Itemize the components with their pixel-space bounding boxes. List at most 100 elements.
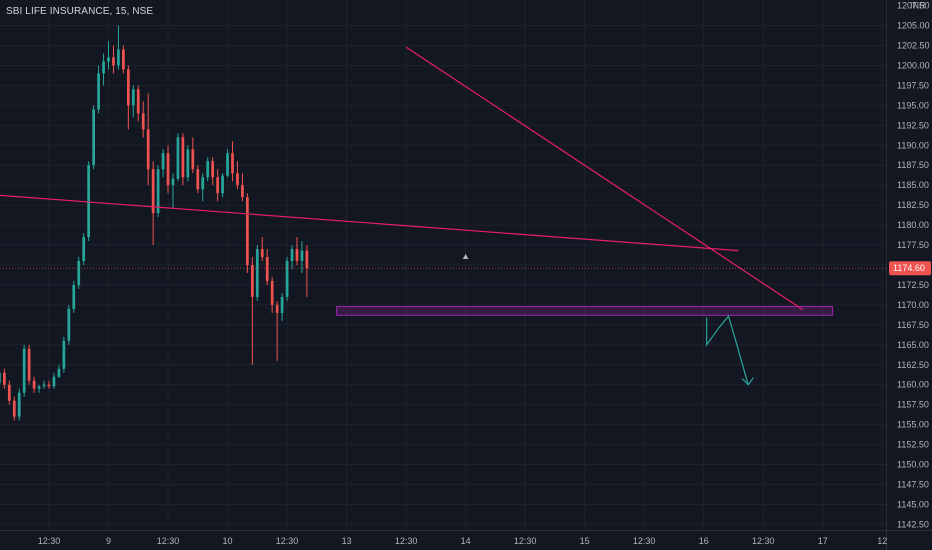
price-tick-label: 1150.00	[897, 460, 929, 470]
price-tick-label: 1192.50	[897, 120, 929, 130]
last-price-label: 1174.60	[893, 263, 925, 273]
time-tick-label: 12:30	[514, 536, 537, 546]
price-tick-label: 1182.50	[897, 200, 929, 210]
candle-body	[7, 384, 11, 401]
candle-body	[156, 169, 160, 214]
time-tick-label: 12:30	[395, 536, 418, 546]
candle-body	[255, 249, 259, 297]
price-tick-label: 1167.50	[897, 320, 929, 330]
low-marker-icon	[462, 254, 469, 260]
time-tick-label: 12:30	[633, 536, 656, 546]
candle-body	[126, 69, 130, 106]
price-tick-label: 1180.00	[897, 220, 929, 230]
candle-body	[32, 380, 36, 389]
candle-body	[12, 400, 16, 417]
candle-body	[206, 161, 210, 178]
price-tick-label: 1155.00	[897, 420, 929, 430]
candle-body	[97, 73, 100, 110]
candle-body	[77, 261, 81, 285]
candle-body	[285, 261, 289, 297]
price-tick-label: 1145.00	[897, 499, 929, 509]
candle-body	[176, 137, 180, 179]
projection-arrowhead	[741, 377, 754, 386]
candle-body	[211, 161, 215, 178]
currency-label: INR	[910, 1, 926, 11]
candle-body	[161, 153, 165, 170]
candle-body	[17, 392, 21, 417]
candle-body	[82, 237, 86, 262]
candle-body	[146, 129, 150, 170]
time-tick-label: 17	[818, 536, 828, 546]
candle-body	[201, 177, 205, 190]
trendline	[405, 46, 804, 311]
price-tick-label: 1170.00	[897, 300, 929, 310]
candle-body	[22, 348, 26, 393]
drawings	[0, 46, 886, 386]
price-tick-label: 1157.50	[897, 400, 929, 410]
candle-body	[122, 49, 125, 70]
candle-body	[181, 137, 185, 178]
candle-body	[102, 61, 105, 74]
candle-body	[280, 296, 284, 313]
candle-body	[171, 178, 175, 186]
price-tick-label: 1185.00	[897, 180, 929, 190]
candle-body	[67, 308, 71, 341]
time-tick-label: 12:30	[752, 536, 775, 546]
time-tick-label: 13	[342, 536, 352, 546]
price-tick-label: 1195.00	[897, 100, 929, 110]
candle-body	[270, 280, 274, 305]
candle-body	[305, 250, 309, 269]
price-tick-label: 1142.50	[897, 519, 929, 529]
candle-body	[131, 89, 135, 106]
price-tick-label: 1152.50	[897, 440, 929, 450]
price-tick-label: 1172.50	[897, 280, 929, 290]
price-axis[interactable]: 1142.50 1145.00 1147.50 1150.00 1152.50 1155.…	[889, 1, 931, 530]
price-tick-label: 1200.00	[897, 60, 930, 70]
candle-body	[141, 113, 145, 130]
candle-body	[112, 57, 115, 66]
price-tick-label: 1190.00	[897, 140, 929, 150]
candle-body	[221, 175, 224, 194]
price-tick-label: 1160.00	[897, 380, 929, 390]
candle-body	[0, 372, 1, 384]
candle-body	[186, 149, 190, 178]
price-tick-label: 1162.50	[897, 360, 929, 370]
candle-body	[47, 384, 51, 387]
price-tick-label: 1207.50	[897, 1, 930, 11]
candles	[0, 25, 309, 421]
last-price-badge	[889, 261, 931, 276]
time-tick-label: 16	[699, 536, 709, 546]
time-tick-label: 14	[461, 536, 471, 546]
time-tick-label: 10	[223, 536, 233, 546]
candle-body	[300, 250, 304, 262]
candle-body	[275, 304, 279, 313]
candle-body	[151, 169, 155, 214]
time-tick-label: 12:30	[157, 536, 180, 546]
candle-body	[295, 249, 299, 262]
candle-body	[260, 249, 264, 258]
candle-body	[42, 384, 46, 387]
candle-body	[290, 249, 294, 262]
price-tick-label: 1202.50	[897, 40, 930, 50]
candle-body	[62, 340, 66, 369]
candle-body	[166, 153, 170, 186]
candle-body	[265, 257, 269, 281]
candle-body	[191, 149, 195, 170]
candle-body	[250, 265, 254, 297]
candle-body	[241, 185, 244, 198]
candle-body	[226, 153, 229, 176]
candle-body	[27, 348, 31, 381]
candle-body	[2, 372, 6, 385]
price-tick-label: 1205.00	[897, 21, 930, 31]
candle-body	[107, 57, 110, 62]
time-tick-label: 12	[877, 536, 887, 546]
candle-body	[37, 386, 41, 389]
time-tick-label: 15	[580, 536, 590, 546]
time-axis[interactable]: 12:30 9 12:30 10 12:30 13 12:30 14 12:30 15 12:30 1…	[38, 536, 888, 546]
candle-body	[136, 89, 140, 114]
price-tick-label: 1197.50	[897, 80, 929, 90]
support-zone	[336, 306, 834, 316]
candle-body	[57, 368, 61, 377]
